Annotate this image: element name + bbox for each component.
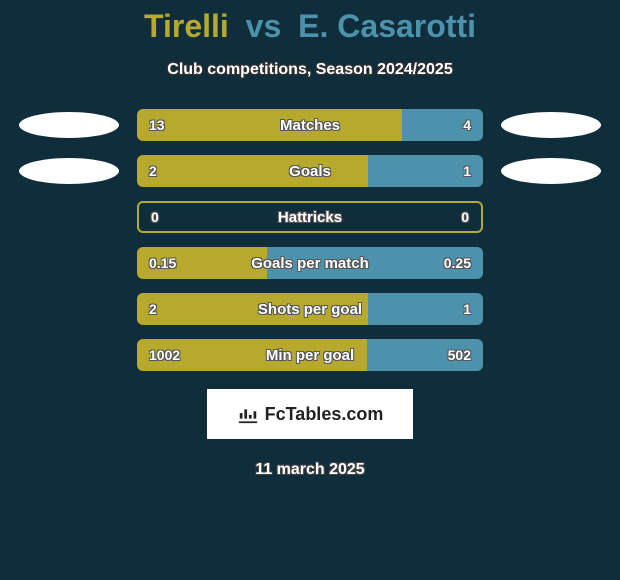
subtitle: Club competitions, Season 2024/2025: [0, 61, 620, 79]
team-badge-right: [497, 157, 605, 185]
title-player2: E. Casarotti: [298, 8, 476, 44]
stat-bar-left-seg: [137, 339, 367, 371]
page-title: Tirelli vs E. Casarotti: [0, 8, 620, 45]
footer-date: 11 march 2025: [0, 461, 620, 479]
stat-bar-left-seg: [137, 109, 402, 141]
title-player1: Tirelli: [144, 8, 229, 44]
stat-row: Goals21: [0, 155, 620, 187]
stat-bar-left-seg: [137, 247, 267, 279]
stat-bar-right-seg: [368, 155, 483, 187]
footer-logo-text: FcTables.com: [265, 404, 384, 425]
stat-bar: Matches134: [137, 109, 483, 141]
stat-value-right: 0: [461, 203, 469, 231]
stat-bar-right-seg: [367, 339, 483, 371]
stat-bar-right-seg: [368, 293, 483, 325]
stat-row: Shots per goal21: [0, 293, 620, 325]
stats-section: Matches134 Goals21 Hattricks0 0 Goals per ma…: [0, 109, 620, 371]
stat-bar-right-seg: [402, 109, 483, 141]
chart-icon: [237, 403, 259, 425]
stat-bar-right-seg: [267, 247, 483, 279]
footer-logo: FcTables.com: [207, 389, 413, 439]
stat-bar-left-seg: [137, 155, 368, 187]
stat-bar: Hattricks0 0: [137, 201, 483, 233]
stat-bar-left-seg: [137, 293, 368, 325]
title-vs: vs: [246, 8, 282, 44]
team-badge-left: [15, 157, 123, 185]
stat-row: Hattricks0 0: [0, 201, 620, 233]
stat-row: Min per goal1002502: [0, 339, 620, 371]
stat-bar: Shots per goal21: [137, 293, 483, 325]
stat-bar: Min per goal1002502: [137, 339, 483, 371]
stat-row: Matches134: [0, 109, 620, 141]
comparison-infographic: Tirelli vs E. Casarotti Club competition…: [0, 0, 620, 580]
stat-label: Hattricks: [139, 203, 481, 231]
stat-bar: Goals21: [137, 155, 483, 187]
team-badge-right: [497, 111, 605, 139]
team-badge-left: [15, 111, 123, 139]
stat-value-left: 0: [151, 203, 159, 231]
stat-bar: Goals per match0.150.25: [137, 247, 483, 279]
stat-row: Goals per match0.150.25: [0, 247, 620, 279]
